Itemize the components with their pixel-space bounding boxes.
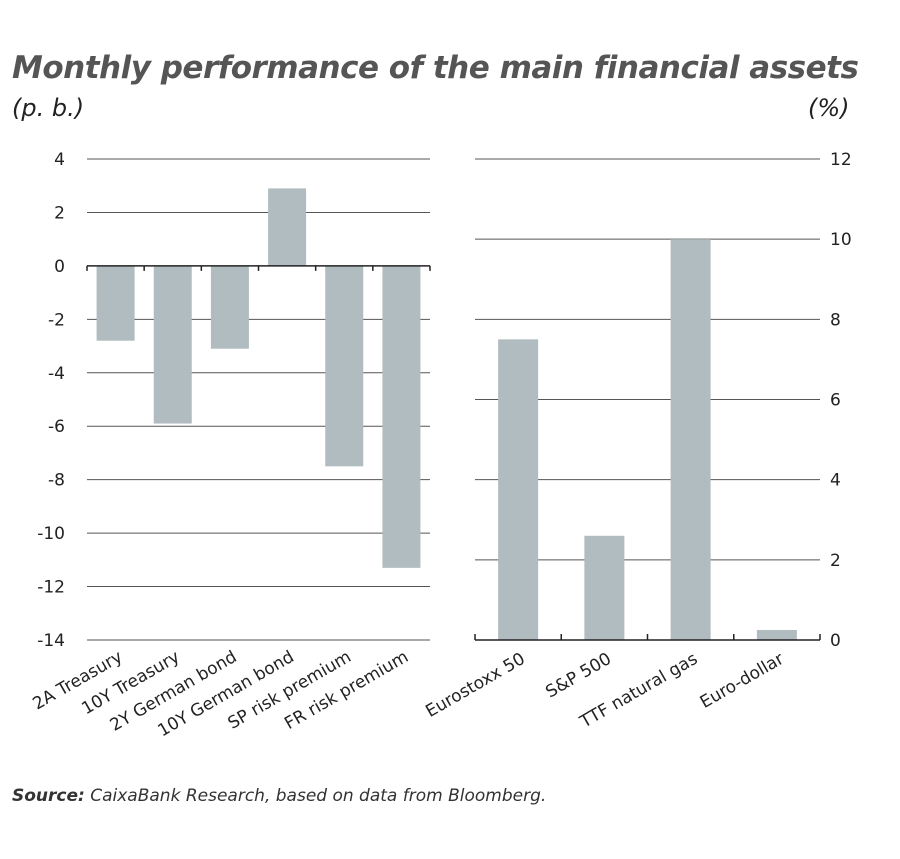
bar <box>756 629 797 640</box>
y-tick-label: -8 <box>48 471 65 491</box>
bar <box>325 265 364 467</box>
bar <box>382 265 421 568</box>
x-tick-label: Euro-dollar <box>697 649 788 713</box>
chart-title: Monthly performance of the main financia… <box>12 50 859 86</box>
y-tick-label: 4 <box>830 471 841 491</box>
bar <box>498 339 539 640</box>
bar <box>268 188 307 266</box>
y-tick-label: 0 <box>830 631 841 651</box>
y-tick-label: 12 <box>830 150 852 170</box>
source-note: Source: CaixaBank Research, based on dat… <box>12 786 546 806</box>
bar <box>210 265 249 349</box>
y-tick-label: -12 <box>37 578 65 598</box>
y-tick-label: 4 <box>54 150 65 170</box>
bar <box>153 265 192 424</box>
y-tick-label: 0 <box>54 257 65 277</box>
x-tick-label: Eurostoxx 50 <box>422 649 528 722</box>
left-unit-label: (p. b.) <box>12 94 85 122</box>
y-tick-label: -14 <box>37 631 65 651</box>
right-unit-label: (%) <box>808 94 850 122</box>
y-tick-label: 2 <box>54 203 65 223</box>
y-tick-label: 8 <box>830 310 841 330</box>
y-tick-label: 10 <box>830 230 852 250</box>
y-tick-label: 6 <box>830 391 841 411</box>
y-tick-label: -10 <box>37 524 65 544</box>
y-tick-label: -2 <box>48 310 65 330</box>
y-tick-label: -6 <box>48 417 65 437</box>
bar <box>670 239 711 640</box>
bar <box>96 265 135 341</box>
source-label: Source: <box>12 786 85 806</box>
source-text: CaixaBank Research, based on data from B… <box>90 786 547 806</box>
y-tick-label: 2 <box>830 551 841 571</box>
x-tick-label: S&P 500 <box>542 649 614 702</box>
y-tick-label: -4 <box>48 364 65 384</box>
bar <box>584 535 625 640</box>
